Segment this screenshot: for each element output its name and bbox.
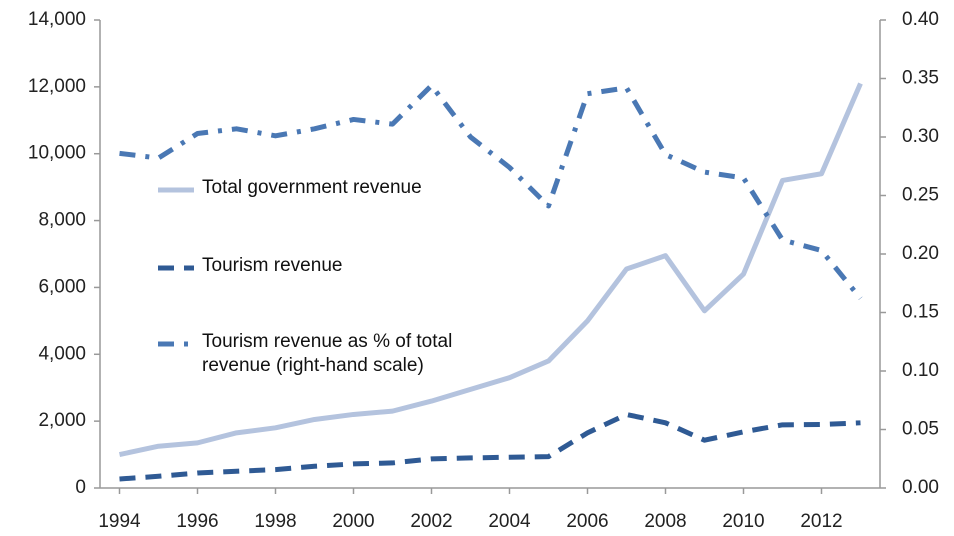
y2-tick-label: 0.40 xyxy=(902,9,939,30)
x-tick-label: 2010 xyxy=(722,511,764,532)
legend-label: Tourism revenue as % of total revenue (r… xyxy=(202,331,453,376)
x-tick-label: 1994 xyxy=(98,511,141,532)
y-tick-label: 14,000 xyxy=(28,9,86,30)
x-tick-label: 2000 xyxy=(332,511,374,532)
y2-tick-label: 0.15 xyxy=(902,302,939,323)
y-tick-label: 2,000 xyxy=(38,410,86,431)
y-tick-label: 8,000 xyxy=(38,210,86,231)
x-tick-label: 2012 xyxy=(800,511,842,532)
y2-tick-label: 0.25 xyxy=(902,185,939,206)
legend-item: Total government revenue xyxy=(158,176,522,202)
x-tick-label: 1998 xyxy=(254,511,296,532)
y-tick-label: 12,000 xyxy=(28,76,86,97)
x-tick-label: 2008 xyxy=(644,511,686,532)
y2-tick-label: 0.30 xyxy=(902,126,939,147)
series-line xyxy=(119,83,863,301)
legend-label: Tourism revenue xyxy=(202,255,343,276)
y-tick-label: 4,000 xyxy=(38,343,86,364)
series-line xyxy=(119,411,861,482)
legend-label: Total government revenue xyxy=(202,177,422,198)
y2-tick-label: 0.20 xyxy=(902,243,939,264)
x-tick-label: 2004 xyxy=(488,511,531,532)
y-tick-label: 6,000 xyxy=(38,276,86,297)
y-tick-label: 0 xyxy=(75,477,86,498)
legend-swatch xyxy=(158,341,194,347)
y2-tick-label: 0.35 xyxy=(902,68,939,89)
x-tick-label: 2006 xyxy=(566,511,608,532)
x-tick-label: 2002 xyxy=(410,511,452,532)
y2-tick-label: 0.10 xyxy=(902,360,939,381)
x-tick-label: 1996 xyxy=(176,511,218,532)
y2-tick-label: 0.00 xyxy=(902,477,939,498)
series-line xyxy=(118,82,863,458)
legend-swatch xyxy=(158,187,194,193)
legend-item: Tourism revenue as % of total revenue (r… xyxy=(158,330,522,378)
legend-item: Tourism revenue xyxy=(158,254,522,280)
y2-tick-label: 0.05 xyxy=(902,419,939,440)
y-tick-label: 10,000 xyxy=(28,143,86,164)
legend-swatch xyxy=(158,265,194,271)
